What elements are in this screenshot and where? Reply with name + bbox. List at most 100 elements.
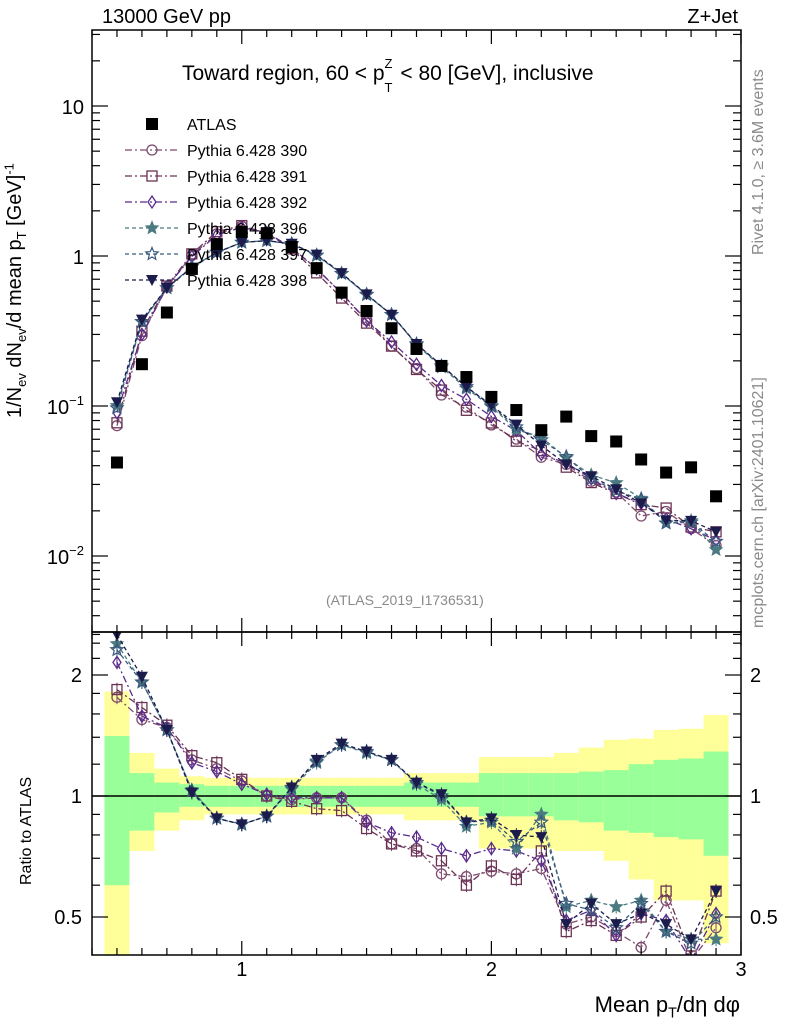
data-point — [160, 282, 173, 294]
analysis-id: (ATLAS_2019_I1736531) — [326, 592, 484, 608]
x-tick-label: 1 — [236, 959, 247, 981]
data-point — [385, 309, 398, 321]
legend-label: Pythia 6.428 392 — [187, 195, 307, 212]
data-point — [535, 440, 548, 452]
atlas-data-point — [235, 225, 248, 238]
data-point — [461, 392, 472, 407]
y-tick-label: 10−1 — [47, 393, 84, 419]
legend-label: Pythia 6.428 390 — [187, 143, 307, 160]
ratio-tick-label-right: 0.5 — [750, 907, 778, 929]
atlas-data-point — [610, 435, 623, 448]
x-tick-label: 3 — [735, 959, 746, 981]
ratio-point — [560, 919, 573, 931]
data-point — [485, 400, 498, 412]
data-point — [361, 313, 372, 328]
title-sub: T — [384, 80, 393, 95]
data-point — [610, 484, 623, 496]
data-point — [585, 471, 598, 483]
atlas-data-point — [510, 404, 523, 417]
ratio-point — [336, 790, 347, 805]
data-point — [436, 378, 447, 393]
ratio-point — [436, 841, 447, 856]
y-tick-label: 10 — [62, 97, 84, 119]
ratio-tick-label-left: 0.5 — [54, 907, 82, 929]
data-point — [360, 317, 373, 329]
ratio-point — [510, 829, 523, 841]
band-inner-bin — [129, 773, 155, 831]
ratio-point — [660, 919, 673, 931]
data-point — [135, 314, 148, 326]
main-plot-series — [109, 219, 724, 557]
data-point — [109, 399, 125, 415]
ratio-point — [508, 833, 525, 849]
ratio-point — [685, 934, 698, 946]
legend-marker — [144, 245, 160, 261]
ratio-point — [611, 928, 621, 943]
ratio-point — [658, 923, 674, 939]
ratio-tick-label-left: 2 — [71, 665, 82, 687]
atlas-data-point — [260, 227, 273, 240]
data-point — [485, 417, 498, 429]
header-energy: 13000 GeV pp — [102, 6, 231, 28]
ratio-point — [710, 886, 723, 898]
ratio-point — [286, 790, 297, 805]
ratio-point — [633, 895, 649, 911]
data-point — [635, 510, 647, 522]
ratio-point — [558, 895, 574, 911]
band-inner-bin — [678, 758, 704, 840]
y-axis-label: 1/Nev dNev/d mean pT [GeV]-1 — [1, 163, 29, 418]
ratio-point — [460, 879, 473, 891]
axes: 1 2 3 10 1 10−1 10−2 2 2 1 1 0.5 0.5 — [47, 30, 778, 981]
y-tick-label: 1 — [73, 247, 84, 269]
atlas-data-point — [535, 424, 548, 437]
header-process: Z+Jet — [687, 6, 738, 28]
ratio-point — [510, 873, 522, 886]
ratio-plot-series — [109, 632, 724, 955]
legend-marker — [146, 118, 158, 130]
mcplots-info: mcplots.cern.ch [arXiv:2401.10621] — [750, 377, 767, 628]
atlas-data-point — [385, 322, 398, 335]
ratio-point — [533, 814, 550, 829]
ratio-point — [135, 671, 148, 683]
ratio-point — [411, 829, 422, 845]
atlas-data-point — [685, 461, 698, 474]
ratio-point — [261, 787, 272, 802]
ratio-point — [187, 755, 197, 770]
atlas-data-point — [310, 262, 323, 275]
ratio-point — [134, 674, 150, 689]
data-point — [235, 237, 248, 249]
data-point — [210, 247, 223, 259]
legend-marker — [144, 220, 160, 235]
ratio-point — [335, 804, 348, 817]
ratio-point — [386, 825, 397, 840]
legend: ATLAS Pythia 6.428 390 Pythia 6.428 391 Pyt… — [125, 117, 307, 290]
band-inner-bin — [453, 782, 479, 807]
ratio-point — [460, 817, 473, 829]
data-point — [708, 533, 724, 548]
ratio-point — [212, 764, 222, 779]
data-point — [435, 384, 448, 396]
legend-marker — [146, 275, 158, 286]
atlas-data-point — [710, 490, 723, 503]
ratio-point — [461, 848, 472, 863]
ratio-point — [361, 815, 372, 830]
atlas-data-point — [135, 358, 148, 371]
data-point — [360, 289, 373, 301]
atlas-data-point — [485, 390, 498, 403]
band-inner-bin — [703, 751, 729, 856]
ratio-y-axis-label: Ratio to ATLAS — [18, 776, 35, 885]
ratio-point — [109, 641, 125, 657]
ratio-point — [260, 811, 273, 823]
data-point — [460, 381, 473, 393]
ratio-point — [210, 813, 223, 825]
ratio-point — [708, 908, 724, 924]
band-inner-bin — [578, 771, 604, 823]
band-inner-bin — [478, 773, 504, 817]
atlas-data-point — [210, 238, 223, 251]
ratio-point — [485, 813, 498, 825]
legend-marker — [146, 144, 158, 156]
series-line — [116, 224, 717, 533]
data-point — [110, 397, 123, 409]
